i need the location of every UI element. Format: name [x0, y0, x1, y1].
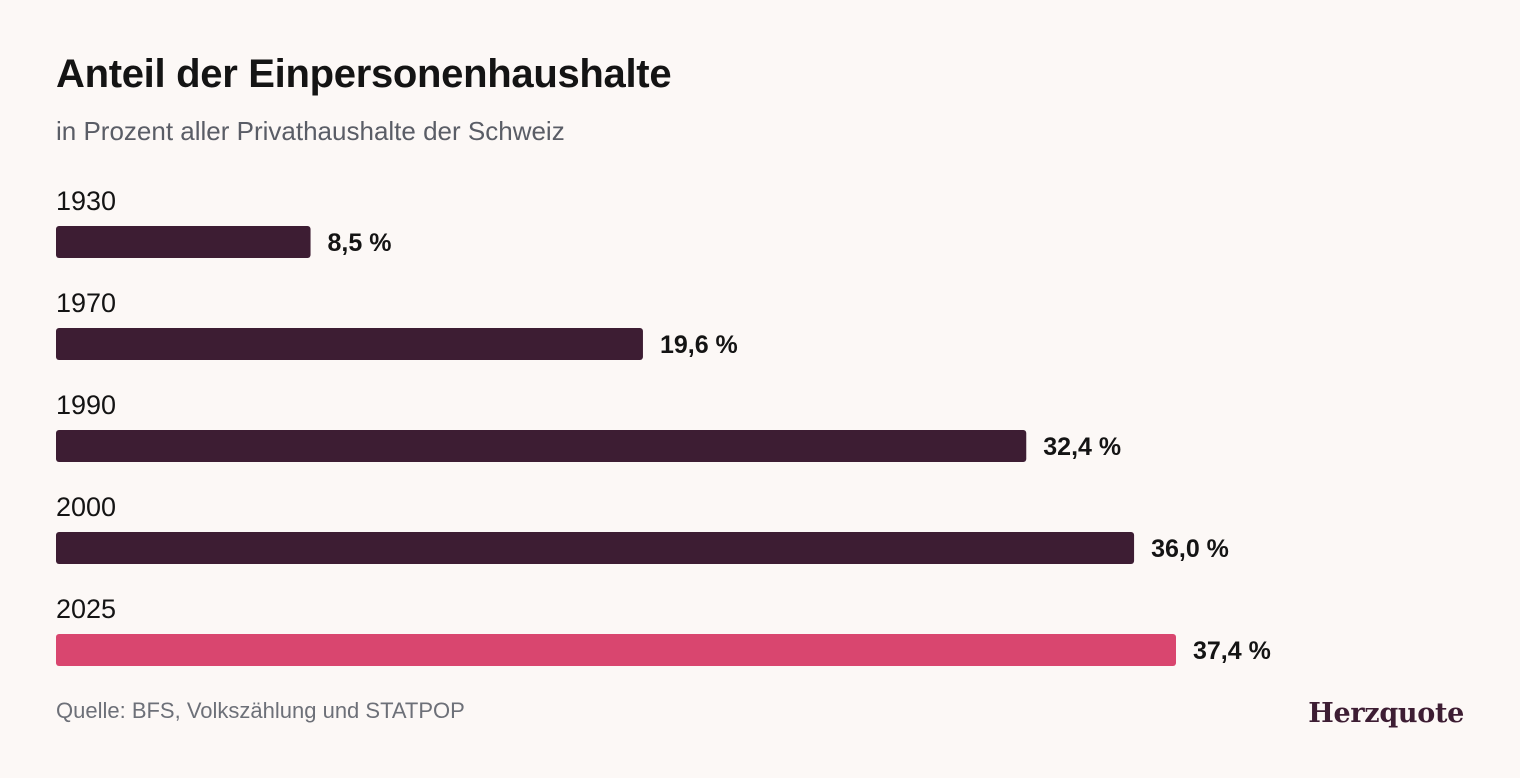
category-label: 2025 [56, 594, 116, 624]
value-label: 19,6 % [660, 331, 738, 359]
value-label: 32,4 % [1043, 433, 1121, 461]
category-label: 2000 [56, 492, 116, 522]
category-label: 1970 [56, 288, 116, 318]
value-label: 8,5 % [328, 229, 392, 257]
value-label: 36,0 % [1151, 535, 1229, 563]
bar [56, 430, 1027, 462]
category-label: 1930 [56, 186, 116, 216]
chart-title: Anteil der Einpersonenhaushalte [56, 52, 672, 96]
source-note: Quelle: BFS, Volkszählung und STATPOP [56, 698, 465, 723]
brand-logo: Herzquote [1308, 698, 1464, 729]
bar [56, 226, 311, 258]
value-label: 37,4 % [1193, 637, 1271, 665]
bar [56, 328, 643, 360]
chart-subtitle: in Prozent aller Privathaushalte der Sch… [56, 116, 565, 146]
category-label: 1990 [56, 390, 116, 420]
bar [56, 634, 1176, 666]
bar [56, 532, 1135, 564]
